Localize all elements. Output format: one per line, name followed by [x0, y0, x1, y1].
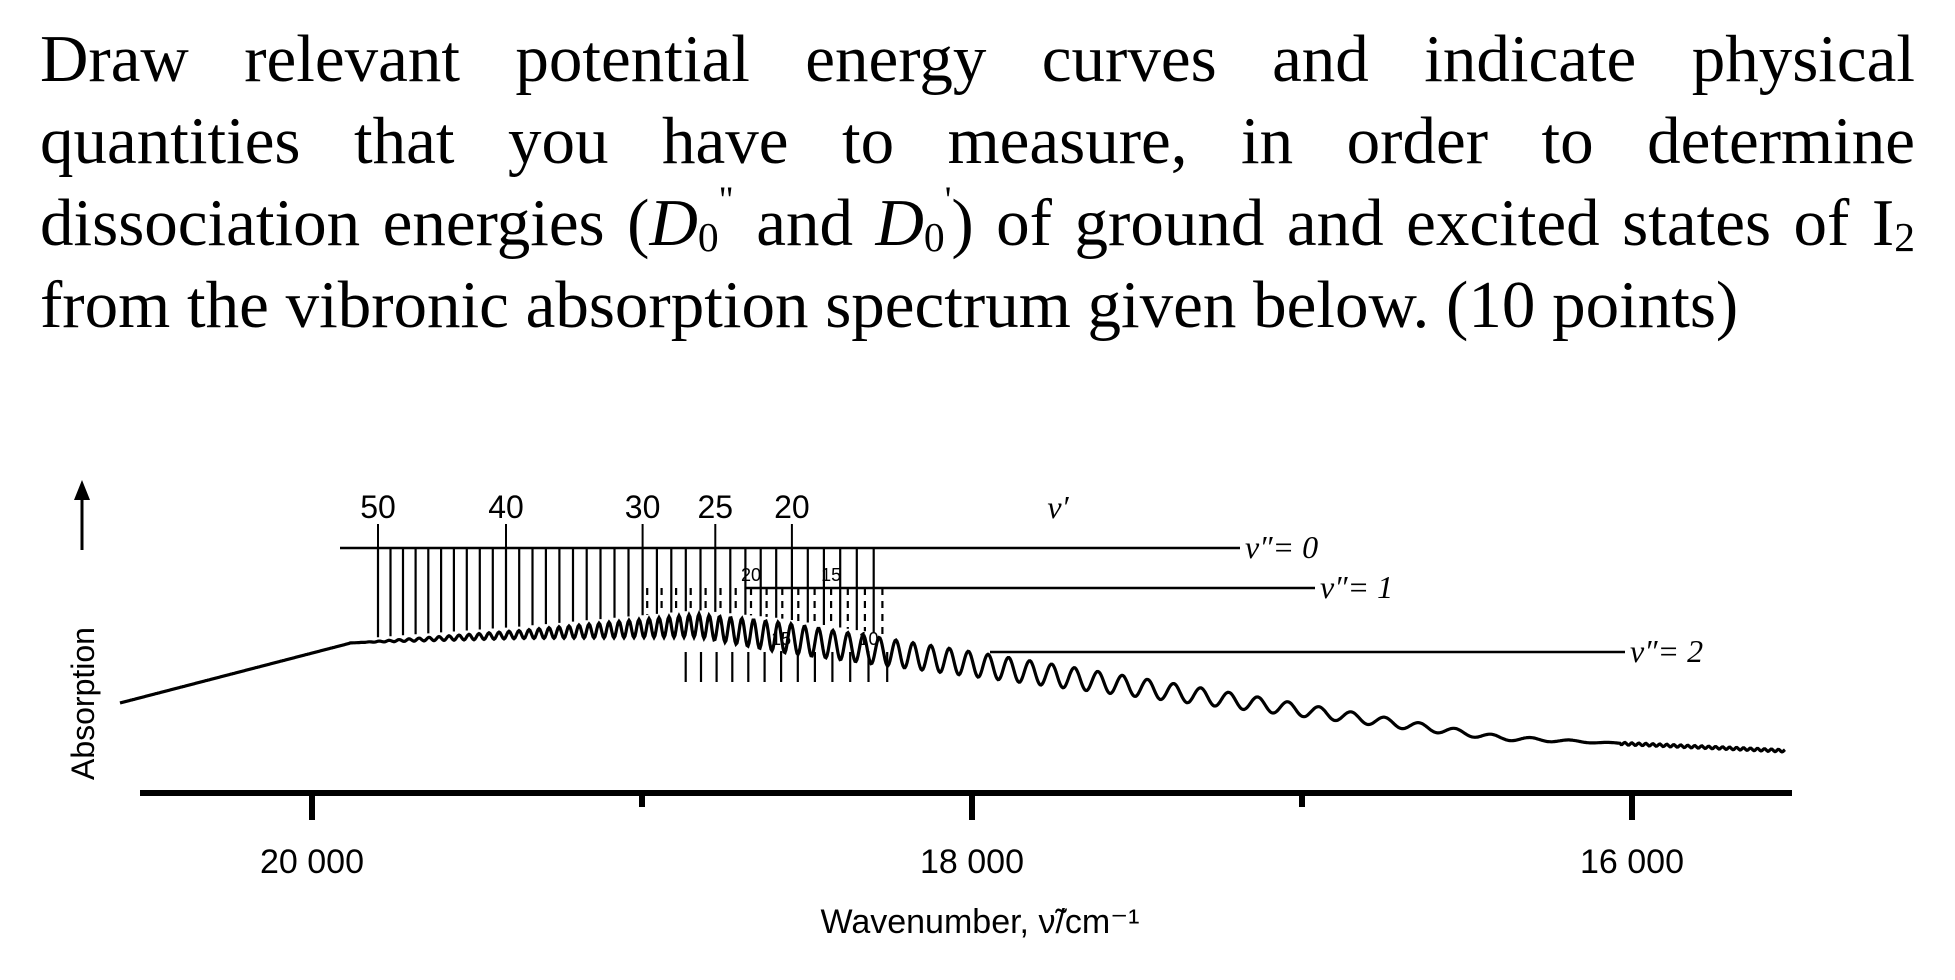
progression-number-label: 50 [360, 489, 396, 525]
question-part2: ) of ground and excited states of I [951, 186, 1895, 260]
progression-number-label: 20 [774, 489, 810, 525]
x-tick-label: 20 000 [260, 843, 364, 881]
and-text: and [733, 186, 876, 260]
y-axis-label: Absorption [65, 627, 101, 780]
progression-label-v-double-prime-2: v″= 2 [1630, 633, 1703, 669]
progression-number-label: 30 [625, 489, 661, 525]
vibronic-progressions: v″= 0 50 40 30 25 20 v′ v″= 1 20 15 v″= 2 15 10 [340, 489, 1703, 682]
question-part1: Draw relevant potential energy curves an… [40, 22, 1915, 260]
x-axis-label: Wavenumber, ν̃/cm⁻¹ [821, 903, 1140, 941]
progression-number-label: 10 [858, 629, 878, 649]
question-part3: from the vibronic absorption spectrum gi… [40, 268, 1739, 342]
y-axis-label-group: Absorption [65, 480, 101, 780]
double-prime-mark: " [718, 178, 734, 220]
single-prime-mark: ' [944, 178, 952, 220]
progression-label-v-double-prime-1: v″= 1 [1320, 569, 1393, 605]
d0-ground-subscript: 0 [697, 214, 719, 261]
absorption-spectrum-chart: Absorption 20 000 18 000 16 000 Wavenumber… [65, 480, 1792, 941]
x-tick-label: 18 000 [920, 843, 1024, 881]
progression-label-v-double-prime-0: v″= 0 [1245, 529, 1318, 565]
d0-excited-subscript: 0 [923, 214, 945, 261]
progression-number-label: 25 [698, 489, 734, 525]
absorption-trace [119, 609, 1786, 754]
progression-number-label: 40 [488, 489, 524, 525]
v-prime-series-label: v′ [1047, 489, 1069, 525]
x-tick-label: 16 000 [1580, 843, 1684, 881]
question-text: Draw relevant potential energy curves an… [40, 18, 1915, 346]
progression-number-label: 15 [771, 629, 791, 649]
d0-excited-symbol: D [875, 186, 924, 260]
progression-number-label: 20 [741, 565, 761, 585]
x-axis-ticks: 20 000 18 000 16 000 [260, 793, 1684, 881]
y-axis-arrow-head [74, 480, 90, 500]
i2-subscript: 2 [1894, 214, 1915, 261]
progression-number-label: 15 [821, 565, 841, 585]
d0-ground-symbol: D [649, 186, 698, 260]
